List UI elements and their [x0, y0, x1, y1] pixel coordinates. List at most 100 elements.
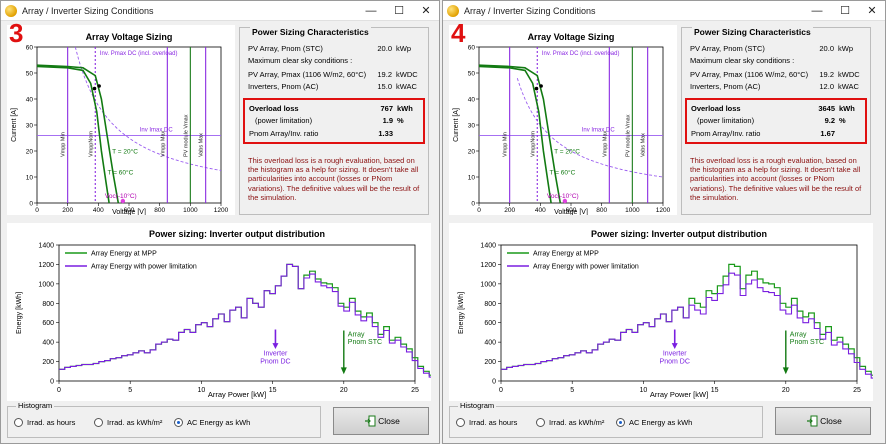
y-tick-label: 1400 [38, 243, 54, 250]
row-unit: kWAC [838, 82, 859, 91]
row-value: 20.0 [819, 44, 834, 53]
overload-note: This overload loss is a rough evaluation… [248, 156, 420, 202]
radio-dot[interactable] [456, 418, 465, 427]
y-axis-label: Energy [kWh] [16, 292, 23, 334]
energy-distribution-panel: Power sizing: Inverter output distributi… [7, 223, 439, 401]
x-tick-label: 800 [596, 207, 607, 214]
histogram-heading: Histogram [458, 401, 497, 410]
vmpp-min-label: Vmpp Min [503, 132, 509, 157]
voltage-sizing-panel: Array Voltage Sizing 0 200 400 600 800 1000 120… [449, 25, 677, 216]
close-button[interactable]: Close [775, 407, 871, 435]
x-tick-label: 0 [499, 387, 503, 394]
array-label-2: Pnom STC [348, 339, 382, 346]
x-tick-label: 0 [35, 207, 39, 214]
y-tick-label: 200 [42, 359, 54, 366]
x-tick-label: 10 [640, 387, 648, 394]
y-tick-label: 20 [26, 149, 34, 156]
radio-dot[interactable] [94, 418, 103, 427]
x-tick-label: 400 [535, 207, 546, 214]
radio-label: Irrad. as kWh/m² [107, 418, 163, 427]
inverter-label-2: Pnom DC [660, 359, 690, 366]
inverter-label-1: Inverter [663, 351, 687, 358]
y-tick-label: 800 [42, 301, 54, 308]
minimize-icon[interactable]: — [811, 5, 823, 17]
row-unit: kWp [838, 44, 853, 53]
y-tick-label: 400 [42, 340, 54, 347]
x-tick-label: 1200 [214, 207, 229, 214]
pmax-label: Inv. Pmax DC (incl. overload) [100, 51, 178, 57]
radio-dot-selected[interactable] [616, 418, 625, 427]
title-bar[interactable]: Array / Inverter Sizing Conditions — ☐ ✕ [443, 1, 885, 21]
minimize-icon[interactable]: — [365, 5, 377, 17]
array-label-2: Pnom STC [790, 339, 824, 346]
x-tick-label: 200 [62, 207, 73, 214]
maximize-icon[interactable]: ☐ [840, 5, 850, 17]
y-axis-label: Current [A] [11, 108, 18, 142]
close-icon[interactable]: ✕ [867, 5, 877, 17]
exit-door-icon [365, 415, 376, 427]
vabs-max-label: Vabs Max [199, 133, 205, 157]
x-tick-label: 0 [477, 207, 481, 214]
row-value: 12.0 [819, 82, 834, 91]
voc-marker [562, 198, 568, 204]
mpp-point-20c [539, 84, 543, 88]
sizing-window-3: Array / Inverter Sizing Conditions — ☐ ✕… [0, 0, 440, 444]
close-label: Close [820, 416, 842, 426]
vmpp-nom-label: VmppNom [88, 131, 94, 157]
overload-unit: kWh [397, 104, 413, 113]
row-label: PV Array, Pnom (STC) [248, 44, 323, 53]
maximize-icon[interactable]: ☐ [394, 5, 404, 17]
x-tick-label: 5 [128, 387, 132, 394]
ratio-value: 1.67 [820, 129, 835, 138]
comparison-badge: 3 [9, 18, 24, 48]
y-tick-label: 10 [468, 175, 476, 182]
y-tick-label: 1200 [480, 262, 496, 269]
overload-sub-label: (power limitation) [697, 116, 755, 125]
x-tick-label: 800 [154, 207, 165, 214]
x-tick-label: 20 [340, 387, 348, 394]
overload-loss-box: Overload loss 767 kWh (power limitation)… [243, 98, 425, 144]
y-tick-label: 40 [26, 97, 34, 104]
overload-sub-row: (power limitation) 1.9 % [249, 116, 423, 127]
x-tick-label: 600 [124, 207, 135, 214]
title-bar[interactable]: Array / Inverter Sizing Conditions — ☐ ✕ [1, 1, 439, 21]
characteristics-heading: Power Sizing Characteristics [692, 27, 813, 37]
vmpp-min-label: Vmpp Min [61, 132, 67, 157]
overload-sub-label: (power limitation) [255, 116, 313, 125]
radio-dot[interactable] [536, 418, 545, 427]
y-tick-label: 400 [484, 340, 496, 347]
x-tick-label: 15 [269, 387, 277, 394]
overload-note: This overload loss is a rough evaluation… [690, 156, 862, 202]
app-icon [447, 5, 459, 17]
power-sizing-characteristics: Power Sizing Characteristics PV Array, P… [681, 27, 871, 215]
radio-dot[interactable] [14, 418, 23, 427]
radio-dot-selected[interactable] [174, 418, 183, 427]
y-tick-label: 0 [29, 201, 33, 208]
exit-door-icon [807, 415, 818, 427]
radio-label: AC Energy as kWh [629, 418, 693, 427]
pv-module-vmax-label: PV module Vmax [625, 114, 631, 157]
overload-sub-value: 9.2 [824, 116, 835, 125]
y-tick-label: 1200 [38, 262, 54, 269]
histogram-heading: Histogram [16, 401, 55, 410]
inverter-label-1: Inverter [264, 351, 288, 358]
row-unit: kWDC [396, 70, 418, 79]
ratio-label: Pnom Array/Inv. ratio [691, 129, 761, 138]
close-button[interactable]: Close [333, 407, 429, 435]
overload-label: Overload loss [249, 104, 299, 113]
close-icon[interactable]: ✕ [421, 5, 431, 17]
voc-label: Voc(-10°C) [547, 192, 579, 200]
row-value: 19.2 [377, 70, 392, 79]
row-value: 19.2 [819, 70, 834, 79]
overload-sub-unit: % [397, 116, 404, 125]
row-unit: kWDC [838, 70, 860, 79]
overload-sub-unit: % [839, 116, 846, 125]
t20-label: T = 20°C [112, 148, 138, 156]
array-label-1: Array [348, 331, 365, 338]
vmpp-nom-label: VmppNom [530, 131, 536, 157]
sizing-window-4: Array / Inverter Sizing Conditions — ☐ ✕… [442, 0, 886, 444]
x-tick-label: 0 [57, 387, 61, 394]
y-tick-label: 200 [484, 359, 496, 366]
plot-area [478, 46, 664, 204]
voc-marker [120, 198, 126, 204]
